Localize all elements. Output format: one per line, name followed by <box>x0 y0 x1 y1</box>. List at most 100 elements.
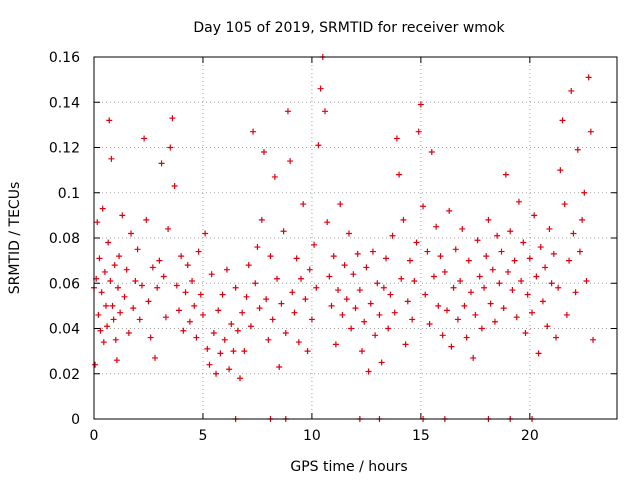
data-point <box>491 318 498 325</box>
y-tick-label: 0.1 <box>58 186 80 202</box>
data-point <box>376 311 383 318</box>
data-point <box>398 275 405 282</box>
data-point <box>509 287 516 294</box>
data-point <box>121 293 128 300</box>
data-point <box>437 253 444 260</box>
data-point <box>223 266 230 273</box>
data-point <box>520 239 527 246</box>
tick-marks <box>93 56 617 420</box>
data-point <box>213 370 220 377</box>
data-point <box>234 327 241 334</box>
data-point <box>123 266 130 273</box>
data-point <box>295 339 302 346</box>
data-point <box>587 128 594 135</box>
data-point <box>446 207 453 214</box>
data-point <box>175 307 182 314</box>
data-point <box>202 230 209 237</box>
data-point <box>130 305 137 312</box>
y-tick-labels: 0 0.02 0.04 0.06 0.08 0.1 0.12 0.14 0.16 <box>49 50 80 428</box>
data-point <box>109 302 116 309</box>
data-point <box>110 316 117 323</box>
data-point <box>389 232 396 239</box>
y-tick-label: 0.12 <box>49 141 80 157</box>
y-tick-label: 0.14 <box>49 95 80 111</box>
data-point <box>470 354 477 361</box>
data-point <box>526 255 533 262</box>
data-point <box>195 248 202 255</box>
data-point <box>230 348 237 355</box>
data-point <box>108 155 115 162</box>
data-point <box>237 375 244 382</box>
data-point <box>141 135 148 142</box>
data-point <box>156 257 163 264</box>
data-point <box>258 216 265 223</box>
data-point <box>559 117 566 124</box>
data-point <box>387 291 394 298</box>
data-point <box>128 230 135 237</box>
data-point <box>98 289 105 296</box>
data-point <box>102 302 109 309</box>
data-point <box>439 332 446 339</box>
data-point <box>378 359 385 366</box>
data-point <box>433 223 440 230</box>
chart-title: Day 105 of 2019, SRMTID for receiver wmo… <box>193 20 505 36</box>
data-point <box>208 271 215 278</box>
data-point <box>191 302 198 309</box>
data-point <box>363 264 370 271</box>
data-point <box>367 300 374 307</box>
y-tick-label: 0.02 <box>49 367 80 383</box>
data-point <box>252 280 259 287</box>
data-point <box>383 255 390 262</box>
data-point <box>424 248 431 255</box>
x-tick-label: 15 <box>412 428 430 444</box>
data-point <box>494 232 501 239</box>
data-point <box>263 296 270 303</box>
data-point <box>152 354 159 361</box>
data-point <box>217 350 224 357</box>
data-point <box>158 160 165 167</box>
data-point <box>337 201 344 208</box>
data-point <box>243 293 250 300</box>
data-point <box>402 341 409 348</box>
data-point <box>369 248 376 255</box>
data-point <box>550 250 557 257</box>
data-point <box>304 348 311 355</box>
data-point <box>300 201 307 208</box>
data-point <box>245 262 252 269</box>
data-point <box>396 171 403 178</box>
data-point <box>406 257 413 264</box>
data-point <box>193 334 200 341</box>
data-point <box>112 336 119 343</box>
data-point <box>498 248 505 255</box>
data-point <box>452 246 459 253</box>
grid <box>94 57 617 419</box>
data-point <box>186 318 193 325</box>
data-point <box>94 219 101 226</box>
data-point <box>308 316 315 323</box>
data-point <box>162 314 169 321</box>
data-point <box>278 300 285 307</box>
data-point <box>332 341 339 348</box>
data-point <box>380 284 387 291</box>
data-point <box>461 302 468 309</box>
data-point <box>282 330 289 337</box>
data-point <box>566 257 573 264</box>
data-point <box>505 268 512 275</box>
data-point <box>411 277 418 284</box>
y-tick-label: 0.06 <box>49 276 80 292</box>
data-point <box>280 228 287 235</box>
data-point <box>178 253 185 260</box>
data-point <box>97 327 104 334</box>
x-tick-label: 5 <box>198 428 207 444</box>
data-point <box>160 273 167 280</box>
data-point <box>267 253 274 260</box>
data-point <box>274 275 281 282</box>
data-point <box>250 128 257 135</box>
data-point <box>535 350 542 357</box>
data-point <box>345 230 352 237</box>
data-point <box>289 289 296 296</box>
data-point <box>552 334 559 341</box>
data-point <box>450 284 457 291</box>
data-point <box>256 305 263 312</box>
data-point <box>315 142 322 149</box>
